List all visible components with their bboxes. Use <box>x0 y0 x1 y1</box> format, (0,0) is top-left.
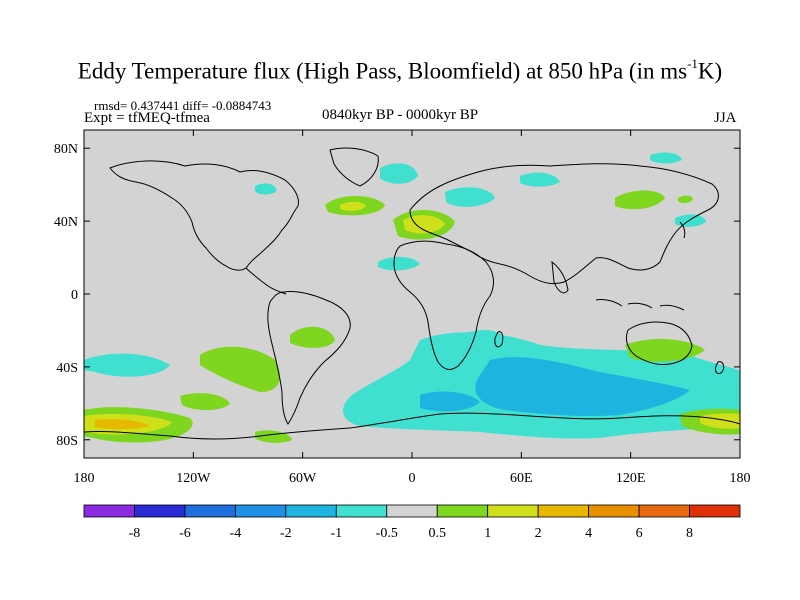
colorbar-swatch <box>83 504 135 518</box>
x-tick-label: 180 <box>74 471 95 486</box>
title-sup: -1 <box>687 56 698 71</box>
east-pacific-negative <box>84 353 170 377</box>
coast-new-zealand <box>715 361 725 375</box>
stats-text: rmsd= 0.437441 diff= -0.0884743 <box>94 98 272 113</box>
colorbar-swatch <box>436 504 489 518</box>
colorbar-label: -1 <box>330 526 342 541</box>
y-tick-label: 80N <box>54 142 78 157</box>
y-tick-label: 40S <box>56 361 78 376</box>
season-label: JJA <box>714 110 737 126</box>
southern-ocean-strong-negative <box>475 357 690 417</box>
title-tail: K) <box>697 58 723 84</box>
south-pacific-positive <box>200 346 280 392</box>
coast-india <box>551 260 569 294</box>
colorbar-swatch <box>335 504 388 518</box>
x-tick-label: 180 <box>730 471 751 486</box>
coast-africa <box>393 240 494 370</box>
south-atlantic-positive <box>290 326 335 348</box>
colorbar-label: 4 <box>585 526 592 541</box>
figure-title: Eddy Temperature flux (High Pass, Bloomf… <box>0 56 800 85</box>
colorbar-swatch <box>537 504 590 518</box>
coastlines <box>84 147 740 440</box>
colorbar-swatch <box>689 504 741 518</box>
south-atlantic-negative <box>420 391 480 412</box>
coast-madagascar <box>494 331 504 348</box>
aleutian-positive <box>678 195 693 204</box>
north-pacific-positive <box>615 190 665 210</box>
north-atlantic-core <box>340 201 366 211</box>
x-tick-label: 60W <box>289 471 317 486</box>
siberia-negative <box>520 172 560 187</box>
antarctic-east-small-neg <box>600 425 630 435</box>
y-ticks: 80N 40N 0 40S 80S <box>54 142 740 449</box>
colorbar-label: 6 <box>636 526 643 541</box>
colorbar-label: 8 <box>686 526 693 541</box>
arctic-negative <box>650 152 682 164</box>
period-label: 0840kyr BP - 0000kyr BP <box>322 107 479 123</box>
colorbar-swatch <box>487 504 539 518</box>
x-tick-label: 60E <box>510 471 533 486</box>
colorbar-label: 0.5 <box>428 526 446 541</box>
experiment-label: Expt = tfMEQ-tfmea <box>84 110 210 126</box>
coast-greenland <box>329 147 379 187</box>
colorbar-swatch <box>134 504 186 518</box>
south-pacific-small-positive <box>180 393 230 411</box>
mediterranean-core <box>403 215 445 234</box>
sahara-negative <box>378 256 420 271</box>
colorbar-swatch <box>234 504 287 518</box>
greenland-negative <box>380 163 418 184</box>
x-tick-label: 120W <box>176 471 211 486</box>
north-sea-negative <box>445 187 495 207</box>
coast-indonesia <box>595 299 685 311</box>
colorbar-swatch <box>285 504 337 518</box>
colorbar-swatch <box>588 504 640 518</box>
x-tick-label: 0 <box>409 471 416 486</box>
coast-japan <box>679 221 686 239</box>
colorbar-label: -8 <box>129 526 141 541</box>
colorbar-label: 2 <box>535 526 542 541</box>
x-ticks: 180 120W 60W 0 60E 120E 180 <box>74 130 751 486</box>
coast-antarctica <box>84 412 740 440</box>
coast-south-america <box>267 291 351 425</box>
colorbar-swatch <box>184 504 236 518</box>
title-main: Eddy Temperature flux (High Pass, Bloomf… <box>77 58 688 84</box>
colorbar-swatch <box>386 504 438 518</box>
colorbar-label: -0.5 <box>376 526 398 541</box>
north-pacific-negative <box>675 214 706 227</box>
colorbar-label: -4 <box>230 526 242 541</box>
antarctic-east-positive-2 <box>700 413 740 429</box>
y-tick-label: 80S <box>56 434 78 449</box>
colorbar-label: -2 <box>280 526 292 541</box>
australia-positive <box>625 338 705 362</box>
coast-north-america <box>109 160 299 271</box>
colorbar-swatch <box>638 504 690 518</box>
colorbar-label: 1 <box>484 526 491 541</box>
coast-australia <box>625 321 693 365</box>
y-tick-label: 40N <box>54 215 78 230</box>
colorbar: -8 -6 -4 -2 -1 -0.5 0.5 1 2 4 6 8 <box>83 504 741 541</box>
x-tick-label: 120E <box>616 471 646 486</box>
antarctic-west-positive-3 <box>95 419 150 430</box>
y-tick-label: 0 <box>71 288 78 303</box>
colorbar-label: -6 <box>179 526 191 541</box>
canada-negative <box>255 183 277 195</box>
